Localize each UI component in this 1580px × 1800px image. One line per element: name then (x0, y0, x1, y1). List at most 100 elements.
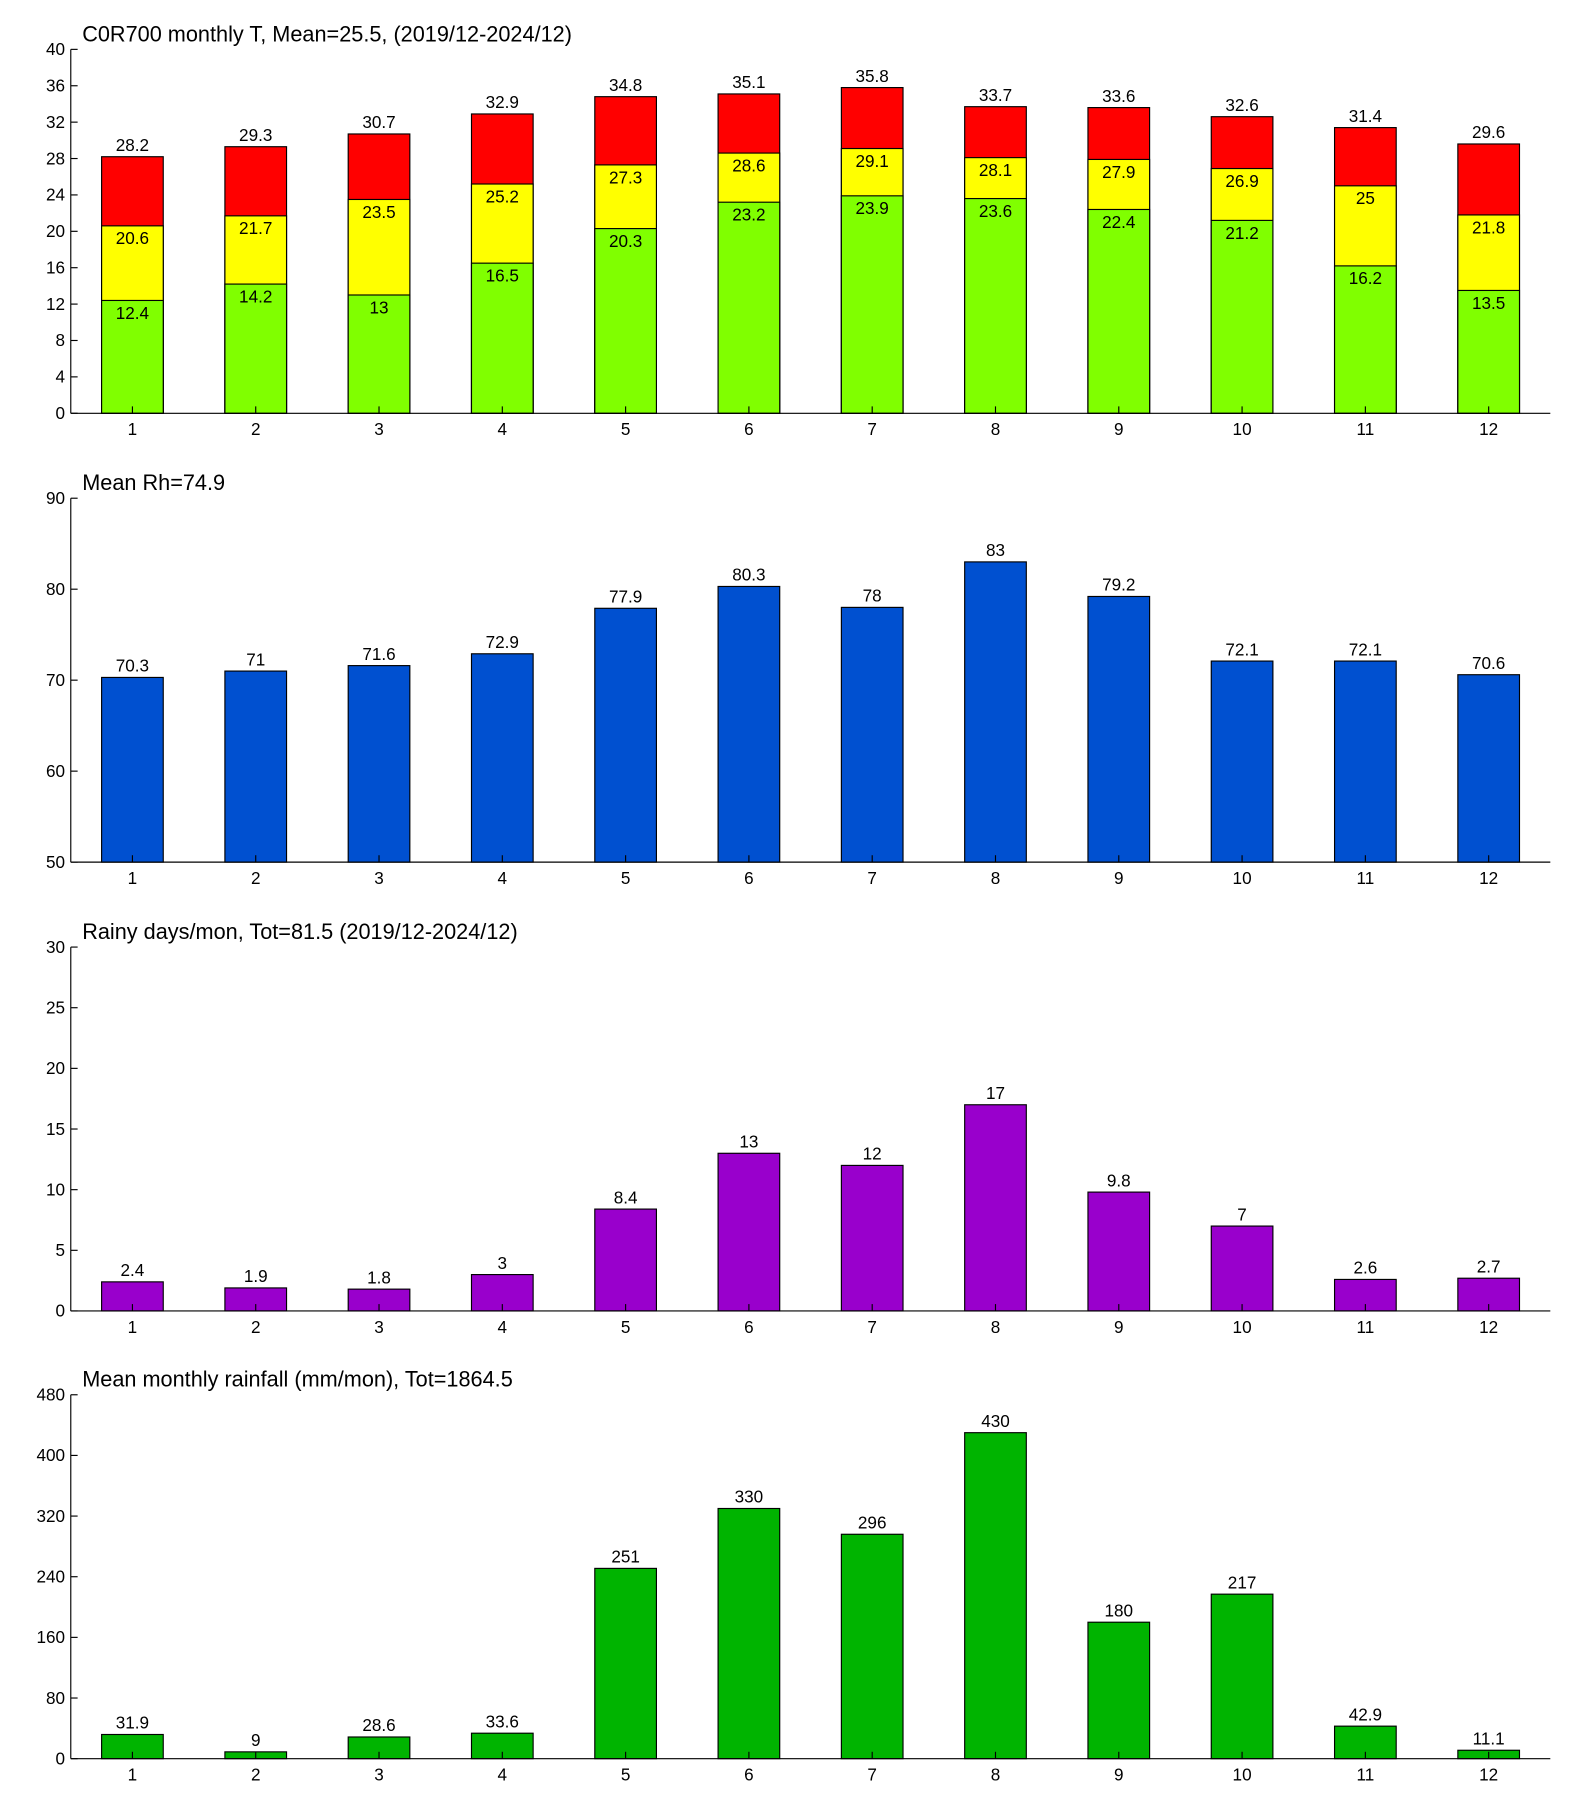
bar (1210, 1225, 1274, 1312)
x-tick-label: 10 (1233, 1764, 1252, 1784)
bar (101, 1733, 164, 1760)
value-label: 42.9 (1349, 1704, 1382, 1724)
value-label: 70.3 (116, 656, 149, 676)
bar (594, 1208, 658, 1312)
x-tick-label: 12 (1479, 1764, 1498, 1784)
value-label: 31.4 (1349, 106, 1383, 126)
value-label: 21.7 (239, 218, 272, 238)
x-tick-label: 11 (1356, 868, 1374, 888)
value-label: 78 (863, 586, 882, 606)
value-label: 9.8 (1107, 1170, 1131, 1190)
y-tick-label: 40 (46, 39, 65, 59)
bar (101, 676, 164, 863)
bar (594, 228, 658, 414)
y-tick-label: 0 (56, 1301, 66, 1321)
bar (1087, 1191, 1151, 1312)
value-label: 35.1 (732, 72, 765, 92)
x-tick-label: 9 (1114, 868, 1124, 888)
y-tick-label: 28 (46, 148, 65, 168)
y-tick-label: 70 (46, 670, 65, 690)
value-label: 20.3 (609, 231, 642, 251)
bar (1210, 660, 1274, 863)
value-label: 21.2 (1225, 223, 1258, 243)
x-tick-label: 8 (991, 419, 1001, 439)
bar (347, 294, 411, 414)
bar (1087, 1621, 1151, 1760)
bar (1210, 1593, 1274, 1760)
bar (594, 1567, 658, 1760)
y-tick-label: 90 (46, 488, 65, 508)
value-label: 21.8 (1472, 217, 1505, 237)
y-tick-label: 160 (37, 1627, 66, 1647)
x-tick-label: 10 (1233, 419, 1252, 439)
value-label: 17 (986, 1083, 1005, 1103)
bar (840, 1533, 904, 1760)
x-tick-label: 9 (1114, 1764, 1124, 1784)
bar (1087, 595, 1151, 863)
value-label: 30.7 (362, 112, 395, 132)
x-tick-label: 5 (621, 1317, 631, 1337)
value-label: 29.3 (239, 125, 272, 145)
value-label: 72.9 (486, 632, 519, 652)
value-label: 2.6 (1353, 1258, 1377, 1278)
x-tick-label: 4 (498, 1317, 508, 1337)
value-label: 72.1 (1349, 639, 1382, 659)
bar (1333, 660, 1397, 863)
x-tick-label: 11 (1356, 1317, 1374, 1337)
x-tick-label: 2 (251, 1317, 261, 1337)
value-label: 430 (981, 1411, 1010, 1431)
value-label: 27.9 (1102, 162, 1135, 182)
x-tick-label: 9 (1114, 419, 1124, 439)
y-tick-label: 24 (46, 185, 65, 205)
value-label: 77.9 (609, 587, 642, 607)
value-label: 16.5 (486, 265, 519, 285)
y-tick-label: 60 (46, 761, 65, 781)
value-label: 217 (1228, 1572, 1257, 1592)
y-tick-label: 0 (56, 1748, 66, 1768)
x-tick-label: 5 (621, 419, 631, 439)
x-tick-label: 4 (498, 868, 508, 888)
value-label: 34.8 (609, 75, 642, 95)
value-label: 70.6 (1472, 653, 1505, 673)
x-tick-label: 6 (744, 419, 754, 439)
value-label: 28.6 (362, 1715, 395, 1735)
value-label: 1.9 (244, 1266, 268, 1286)
x-tick-label: 1 (128, 419, 138, 439)
bar (594, 607, 658, 863)
x-tick-label: 2 (251, 868, 261, 888)
chart-title: Mean monthly rainfall (mm/mon), Tot=1864… (82, 1367, 513, 1392)
bar (470, 262, 534, 414)
bar (1457, 674, 1521, 863)
value-label: 33.7 (979, 85, 1012, 105)
y-tick-label: 80 (46, 579, 65, 599)
value-label: 72.1 (1225, 639, 1258, 659)
value-label: 11.1 (1473, 1728, 1505, 1748)
y-tick-label: 50 (46, 852, 65, 872)
x-tick-label: 1 (128, 868, 138, 888)
x-tick-label: 2 (251, 419, 261, 439)
value-label: 13 (369, 297, 388, 317)
chart-title: C0R700 monthly T, Mean=25.5, (2019/12-20… (82, 21, 572, 46)
y-tick-label: 400 (37, 1445, 66, 1465)
y-tick-label: 32 (46, 112, 65, 132)
y-tick-label: 480 (37, 1384, 66, 1404)
value-label: 26.9 (1225, 171, 1258, 191)
x-tick-label: 11 (1356, 419, 1374, 439)
x-tick-label: 3 (374, 419, 384, 439)
x-tick-label: 6 (744, 1764, 754, 1784)
y-tick-label: 10 (46, 1179, 65, 1199)
bar (717, 1152, 781, 1312)
y-tick-label: 25 (46, 997, 65, 1017)
bar (1210, 219, 1274, 414)
x-tick-label: 12 (1479, 1317, 1498, 1337)
value-label: 32.6 (1225, 95, 1258, 115)
value-label: 23.6 (979, 201, 1012, 221)
y-tick-label: 15 (46, 1119, 65, 1139)
value-label: 28.2 (116, 135, 149, 155)
value-label: 3 (498, 1253, 508, 1273)
x-tick-label: 5 (621, 1764, 631, 1784)
x-tick-label: 10 (1233, 868, 1252, 888)
x-tick-label: 1 (128, 1764, 138, 1784)
value-label: 296 (858, 1512, 887, 1532)
bar (470, 653, 534, 863)
